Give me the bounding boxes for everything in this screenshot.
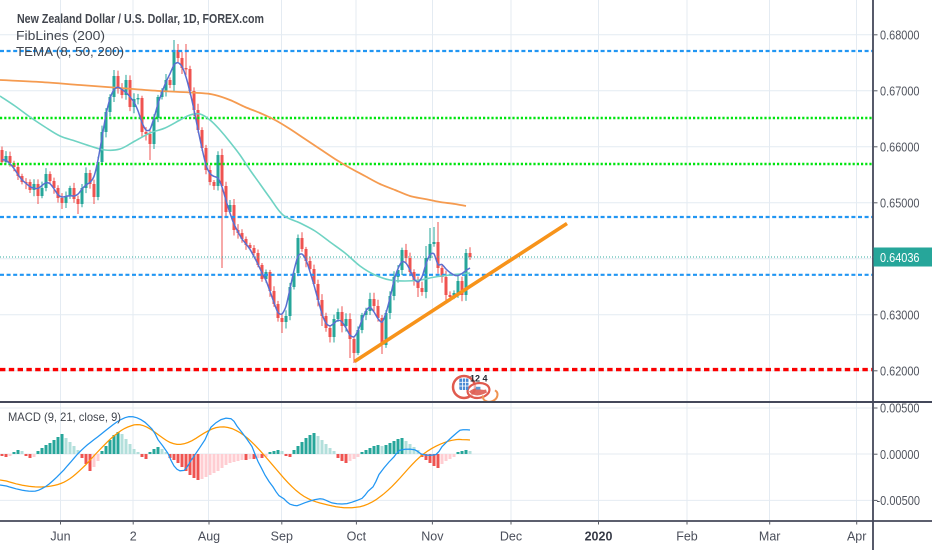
svg-text:Jun: Jun <box>50 530 70 544</box>
svg-text:MACD (9, 21, close, 9): MACD (9, 21, close, 9) <box>8 410 121 424</box>
svg-text:12 4: 12 4 <box>470 374 488 385</box>
svg-text:0.00500: 0.00500 <box>880 401 920 416</box>
svg-text:0.67000: 0.67000 <box>880 83 920 98</box>
svg-text:New Zealand Dollar / U.S. Doll: New Zealand Dollar / U.S. Dollar, 1D, FO… <box>17 11 264 26</box>
svg-text:0.66000: 0.66000 <box>880 139 920 154</box>
svg-text:Mar: Mar <box>759 530 781 544</box>
svg-text:0.68000: 0.68000 <box>880 27 920 42</box>
svg-text:0.65000: 0.65000 <box>880 195 920 210</box>
svg-text:FibLines (200): FibLines (200) <box>16 29 105 43</box>
svg-text:Dec: Dec <box>500 530 522 544</box>
svg-text:TEMA (8, 50, 200): TEMA (8, 50, 200) <box>16 45 124 59</box>
svg-text:-0.00500: -0.00500 <box>877 493 921 508</box>
svg-text:Feb: Feb <box>676 530 698 544</box>
svg-text:Oct: Oct <box>347 530 367 544</box>
svg-text:Aug: Aug <box>198 530 220 544</box>
svg-text:0.64036: 0.64036 <box>880 250 920 265</box>
svg-text:Nov: Nov <box>421 530 444 544</box>
svg-text:Sep: Sep <box>271 530 293 544</box>
svg-text:0.63000: 0.63000 <box>880 307 920 322</box>
svg-text:2: 2 <box>130 530 137 544</box>
svg-text:2020: 2020 <box>585 530 613 544</box>
svg-text:0.00000: 0.00000 <box>880 447 920 462</box>
svg-text:Apr: Apr <box>847 530 866 544</box>
svg-text:0.62000: 0.62000 <box>880 363 920 378</box>
